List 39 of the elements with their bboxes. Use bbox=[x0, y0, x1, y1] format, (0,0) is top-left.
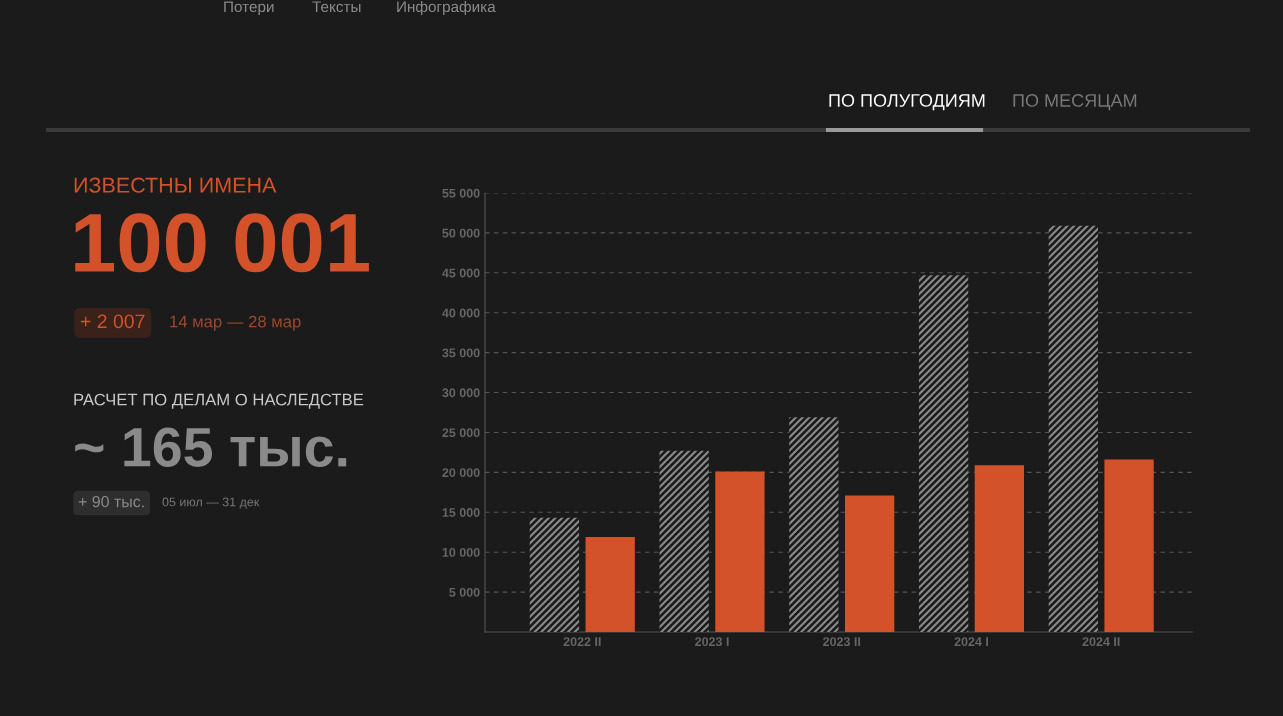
bar bbox=[844, 495, 895, 632]
y-tick-label: 35 000 bbox=[442, 348, 480, 358]
bar bbox=[659, 450, 709, 632]
bar bbox=[918, 275, 969, 632]
text: 14 мар — 28 мар bbox=[170, 315, 301, 331]
bar bbox=[585, 537, 635, 632]
text: Потери bbox=[224, 1, 274, 16]
y-tick-label: 30 000 bbox=[442, 388, 480, 398]
text: ~ 165 тыс. bbox=[75, 427, 347, 467]
y-tick-label: 10 000 bbox=[442, 547, 480, 557]
text: 05 июл — 31 дек bbox=[162, 497, 260, 509]
y-tick-label: 40 000 bbox=[442, 308, 480, 318]
x-tick-label: 2022 II bbox=[563, 637, 601, 647]
y-tick-label: 5 000 bbox=[449, 587, 480, 597]
y-tick-label: 20 000 bbox=[442, 468, 480, 478]
bar bbox=[1048, 225, 1098, 632]
text: ИЗВЕСТНЫ ИМЕНА bbox=[74, 177, 277, 193]
y-tick-label: 45 000 bbox=[442, 268, 480, 278]
x-tick-label: 2024 II bbox=[1082, 637, 1120, 647]
text: + 2 007 bbox=[80, 314, 145, 329]
text: Тексты bbox=[312, 1, 361, 13]
y-tick-label: 25 000 bbox=[442, 428, 480, 438]
text: ПО ПОЛУГОДИЯМ bbox=[829, 94, 985, 111]
text: + 90 тыс. bbox=[78, 495, 144, 508]
text: РАСЧЕТ ПО ДЕЛАМ О НАСЛЕДСТВЕ bbox=[74, 393, 364, 409]
bar bbox=[529, 517, 580, 632]
text: Инфографика bbox=[397, 0, 496, 16]
text: 100 001 bbox=[75, 213, 369, 273]
text: ПО МЕСЯЦАМ bbox=[1013, 94, 1137, 111]
y-tick-label: 15 000 bbox=[442, 508, 480, 517]
x-tick-label: 2023 I bbox=[695, 637, 729, 647]
y-tick-label: 55 000 bbox=[442, 188, 480, 198]
bar bbox=[1104, 459, 1154, 632]
y-tick-label: 50 000 bbox=[442, 228, 480, 238]
x-tick-label: 2023 II bbox=[823, 637, 861, 647]
bar bbox=[715, 471, 765, 632]
bar bbox=[974, 465, 1025, 632]
x-tick-label: 2024 I bbox=[954, 637, 989, 647]
bar bbox=[789, 417, 839, 632]
